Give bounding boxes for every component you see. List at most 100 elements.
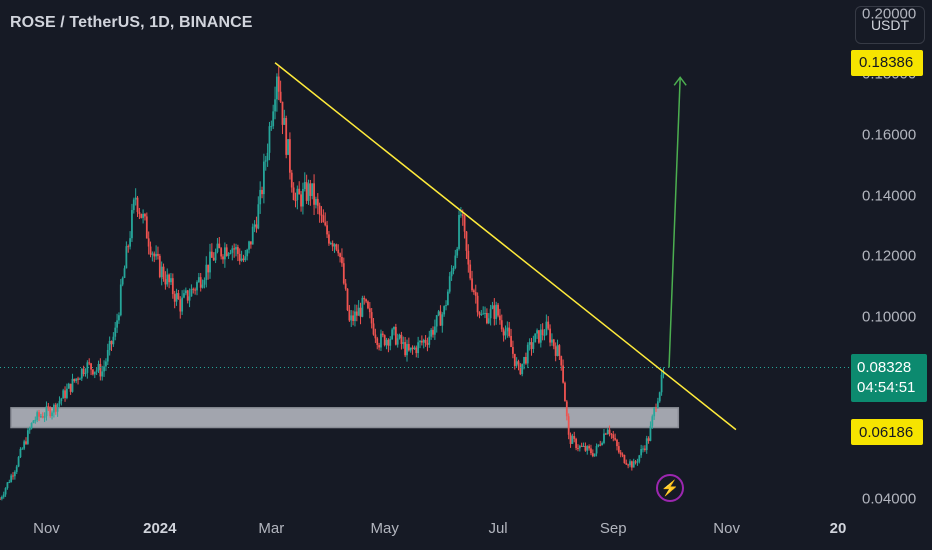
candle-body	[158, 255, 161, 278]
candle-body	[240, 258, 243, 261]
candle-body	[300, 194, 302, 207]
candle-body	[411, 347, 414, 349]
candle-body	[489, 308, 492, 319]
candle-body	[510, 335, 512, 348]
candle-body	[474, 292, 477, 296]
candle-body	[502, 329, 505, 336]
price-chart[interactable]	[0, 0, 850, 520]
candle-body	[101, 371, 104, 377]
candle-body	[71, 378, 74, 392]
candle-body	[465, 231, 468, 251]
candle-body	[629, 461, 631, 466]
candle-body	[127, 246, 130, 248]
candle-body	[108, 340, 111, 350]
candle-body	[391, 329, 394, 339]
candle-body	[116, 320, 118, 328]
candle-body	[333, 244, 336, 247]
current-price-value: 0.08328	[857, 358, 912, 376]
candle-body	[248, 241, 250, 250]
candle-body	[381, 333, 384, 336]
candle-body	[504, 331, 507, 336]
candle-body	[173, 294, 176, 302]
candle-body	[577, 447, 579, 449]
candle-body	[597, 444, 600, 447]
candle-body	[491, 305, 494, 309]
candle-body	[186, 290, 189, 301]
candle-body	[129, 238, 131, 247]
candle-body	[409, 347, 412, 351]
candle-body	[367, 301, 369, 309]
candle-body	[58, 401, 61, 404]
candle-body	[309, 183, 312, 196]
candle-body	[539, 329, 542, 343]
candle-body	[106, 349, 109, 362]
candle-body	[227, 253, 230, 256]
candle-body	[515, 361, 518, 366]
candle-body	[15, 466, 18, 472]
candle-body	[51, 412, 53, 417]
candle-body	[181, 297, 184, 312]
candle-body	[166, 274, 169, 285]
candle-body	[645, 438, 648, 451]
candle-body	[394, 326, 397, 345]
candle-body	[262, 161, 265, 195]
candle-body	[199, 277, 202, 288]
candle-body	[220, 248, 223, 257]
x-tick-label: 20	[829, 520, 847, 537]
candle-body	[10, 475, 13, 483]
candle-body	[396, 338, 399, 345]
candle-body	[471, 278, 473, 291]
x-tick-label: May	[370, 520, 399, 537]
candle-body	[419, 340, 421, 343]
candle-body	[590, 448, 592, 454]
candle-body	[417, 342, 420, 354]
candle-body	[512, 347, 514, 354]
candle-body	[274, 99, 276, 112]
candle-body	[23, 441, 26, 449]
candle-body	[530, 342, 533, 349]
candle-body	[361, 297, 364, 317]
candle-body	[647, 438, 650, 441]
candle-body	[582, 445, 585, 447]
candle-body	[62, 390, 65, 399]
candle-body	[283, 117, 286, 125]
candle-body	[497, 304, 499, 316]
candle-body	[311, 183, 314, 196]
candle-body	[422, 339, 425, 343]
chart-area[interactable]	[0, 0, 850, 520]
candle-body	[478, 312, 481, 315]
candle-body	[445, 305, 447, 307]
candle-body	[355, 311, 358, 316]
currency-button[interactable]: USDT	[855, 6, 925, 44]
candle-body	[341, 256, 343, 264]
lightning-icon[interactable]: ⚡	[656, 474, 684, 502]
candle-body	[246, 249, 249, 257]
candle-body	[79, 378, 81, 380]
candle-body	[251, 226, 254, 245]
candle-body	[125, 246, 128, 269]
candle-body	[157, 253, 159, 256]
candle-body	[407, 344, 410, 351]
candle-body	[651, 416, 654, 426]
candle-body	[82, 368, 85, 374]
y-tick-label: 0.14000	[862, 187, 917, 205]
candle-body	[214, 252, 217, 261]
candle-body	[142, 214, 144, 218]
candle-body	[210, 251, 213, 258]
candle-body	[538, 330, 540, 343]
x-tick-label: 2024	[143, 520, 177, 537]
chart-title: ROSE / TetherUS, 1D, BINANCE	[10, 14, 253, 31]
current-price-tag: 0.08328 04:54:51	[851, 353, 927, 402]
candle-body	[207, 264, 210, 273]
candle-body	[508, 327, 511, 336]
candle-body	[398, 334, 401, 339]
candle-body	[586, 446, 589, 451]
candle-body	[339, 253, 341, 257]
candle-body	[402, 342, 405, 344]
candle-body	[294, 200, 297, 202]
candle-body	[223, 247, 226, 260]
y-tick-label: 0.04000	[862, 490, 917, 508]
candle-body	[326, 225, 328, 235]
candle-body	[564, 382, 566, 402]
candle-body	[370, 312, 373, 324]
